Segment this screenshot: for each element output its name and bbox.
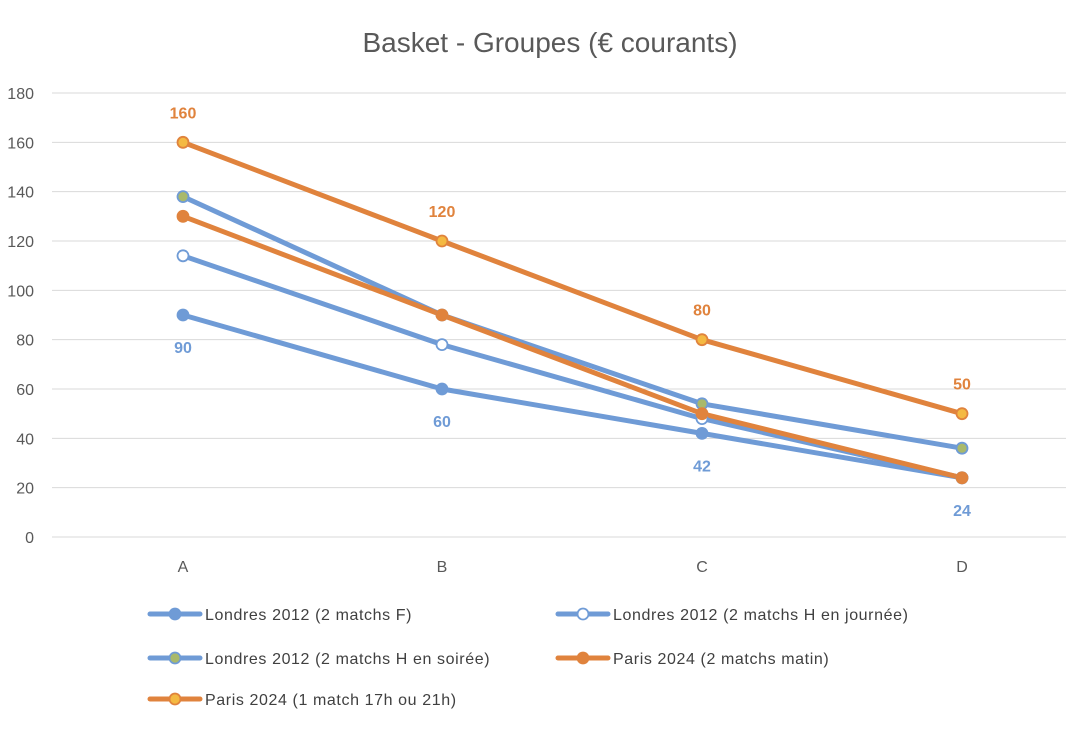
data-point: [695, 426, 709, 440]
legend-marker: [576, 651, 590, 665]
x-axis-ticks: A B C D: [178, 559, 968, 576]
y-tick-label: 120: [7, 234, 34, 251]
data-label: 60: [433, 414, 451, 431]
data-point: [955, 441, 969, 455]
y-tick-label: 60: [16, 382, 34, 399]
x-tick-label: A: [178, 559, 189, 576]
y-tick-label: 80: [16, 333, 34, 350]
data-point: [435, 382, 449, 396]
x-tick-label: C: [696, 559, 708, 576]
y-axis-ticks: 0 20 40 60 80 100 120 140 160 180: [7, 86, 34, 547]
gridlines: [52, 92, 1066, 538]
y-tick-label: 140: [7, 185, 34, 202]
y-tick-label: 180: [7, 86, 34, 103]
legend-marker: [168, 692, 182, 706]
series-markers: [176, 135, 969, 485]
data-point: [176, 209, 190, 223]
data-point: [176, 308, 190, 322]
series-line: [180, 213, 965, 481]
legend-marker: [576, 607, 590, 621]
data-point: [955, 471, 969, 485]
data-point: [176, 135, 190, 149]
legend-entry: Paris 2024 (1 match 17h ou 21h): [205, 692, 457, 709]
legend-marker: [168, 651, 182, 665]
data-label: 24: [953, 503, 971, 520]
y-tick-label: 40: [16, 431, 34, 448]
data-point: [435, 308, 449, 322]
series-line: [180, 194, 965, 451]
data-label: 42: [693, 458, 711, 475]
data-point: [435, 234, 449, 248]
legend-entry: Paris 2024 (2 matchs matin): [613, 651, 829, 668]
data-point: [695, 333, 709, 347]
data-point: [435, 338, 449, 352]
y-tick-label: 100: [7, 283, 34, 300]
x-tick-label: D: [956, 559, 968, 576]
series-line: [180, 139, 965, 417]
data-point: [176, 249, 190, 263]
series-lines: [180, 139, 965, 481]
chart-title: Basket - Groupes (€ courants): [362, 27, 737, 58]
legend-entry: Londres 2012 (2 matchs H en soirée): [205, 651, 490, 668]
data-label: 160: [170, 105, 197, 122]
series-line: [180, 312, 965, 481]
y-tick-label: 160: [7, 135, 34, 152]
data-labels: 90 60 42 24 160 120 80 50: [170, 105, 971, 519]
y-tick-label: 20: [16, 481, 34, 498]
data-label: 80: [693, 303, 711, 320]
data-point: [176, 190, 190, 204]
data-label: 50: [953, 377, 971, 394]
legend-marker: [168, 607, 182, 621]
data-point: [955, 407, 969, 421]
data-label: 90: [174, 340, 192, 357]
y-tick-label: 0: [25, 530, 34, 547]
legend: Londres 2012 (2 matchs F) Londres 2012 (2…: [147, 607, 909, 709]
data-point: [695, 407, 709, 421]
x-tick-label: B: [437, 559, 448, 576]
legend-entry: Londres 2012 (2 matchs F): [205, 607, 412, 624]
data-label: 120: [429, 204, 456, 221]
legend-entry: Londres 2012 (2 matchs H en journée): [613, 607, 909, 624]
